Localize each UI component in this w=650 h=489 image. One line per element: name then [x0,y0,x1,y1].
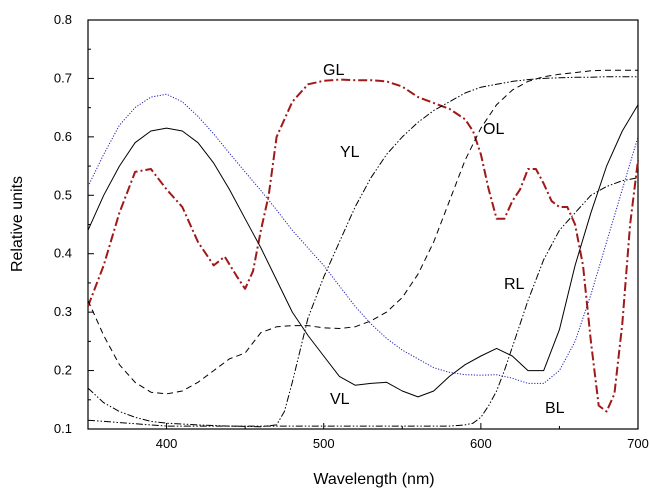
y-tick-label: 0.2 [54,363,72,378]
series-label-gl: GL [323,62,344,79]
series-label-rl: RL [504,276,525,293]
series-line-yl [87,76,638,428]
series-label-vl: VL [330,391,350,408]
y-tick-label: 0.8 [54,12,72,27]
x-tick-label: 700 [627,436,649,451]
y-tick-label: 0.3 [54,304,72,319]
series-label-ol: OL [483,121,504,138]
x-axis-title: Wavelength (nm) [313,471,434,488]
x-tick-label: 500 [313,436,335,451]
y-tick-label: 0.6 [54,129,72,144]
series-label-bl: BL [545,400,565,417]
series-line-gl [87,78,639,413]
y-tick-label: 0.7 [54,70,72,85]
y-tick-label: 0.5 [54,187,72,202]
series-line-vl [87,104,639,398]
y-tick-label: 0.1 [54,421,72,436]
series-label-yl: YL [340,144,360,161]
y-axis-title: Relative units [9,176,26,272]
series-line-rl [87,177,639,427]
x-tick-label: 400 [156,436,178,451]
x-tick-label: 600 [470,436,492,451]
ticks-group: 400 500 600 700 0.1 0.2 0.3 0.4 0.5 0.6 0.7 0.8 [54,12,649,451]
series-group [87,69,639,428]
series-line-ol [87,69,638,395]
plot-frame [87,19,639,430]
y-tick-label: 0.4 [54,246,72,261]
